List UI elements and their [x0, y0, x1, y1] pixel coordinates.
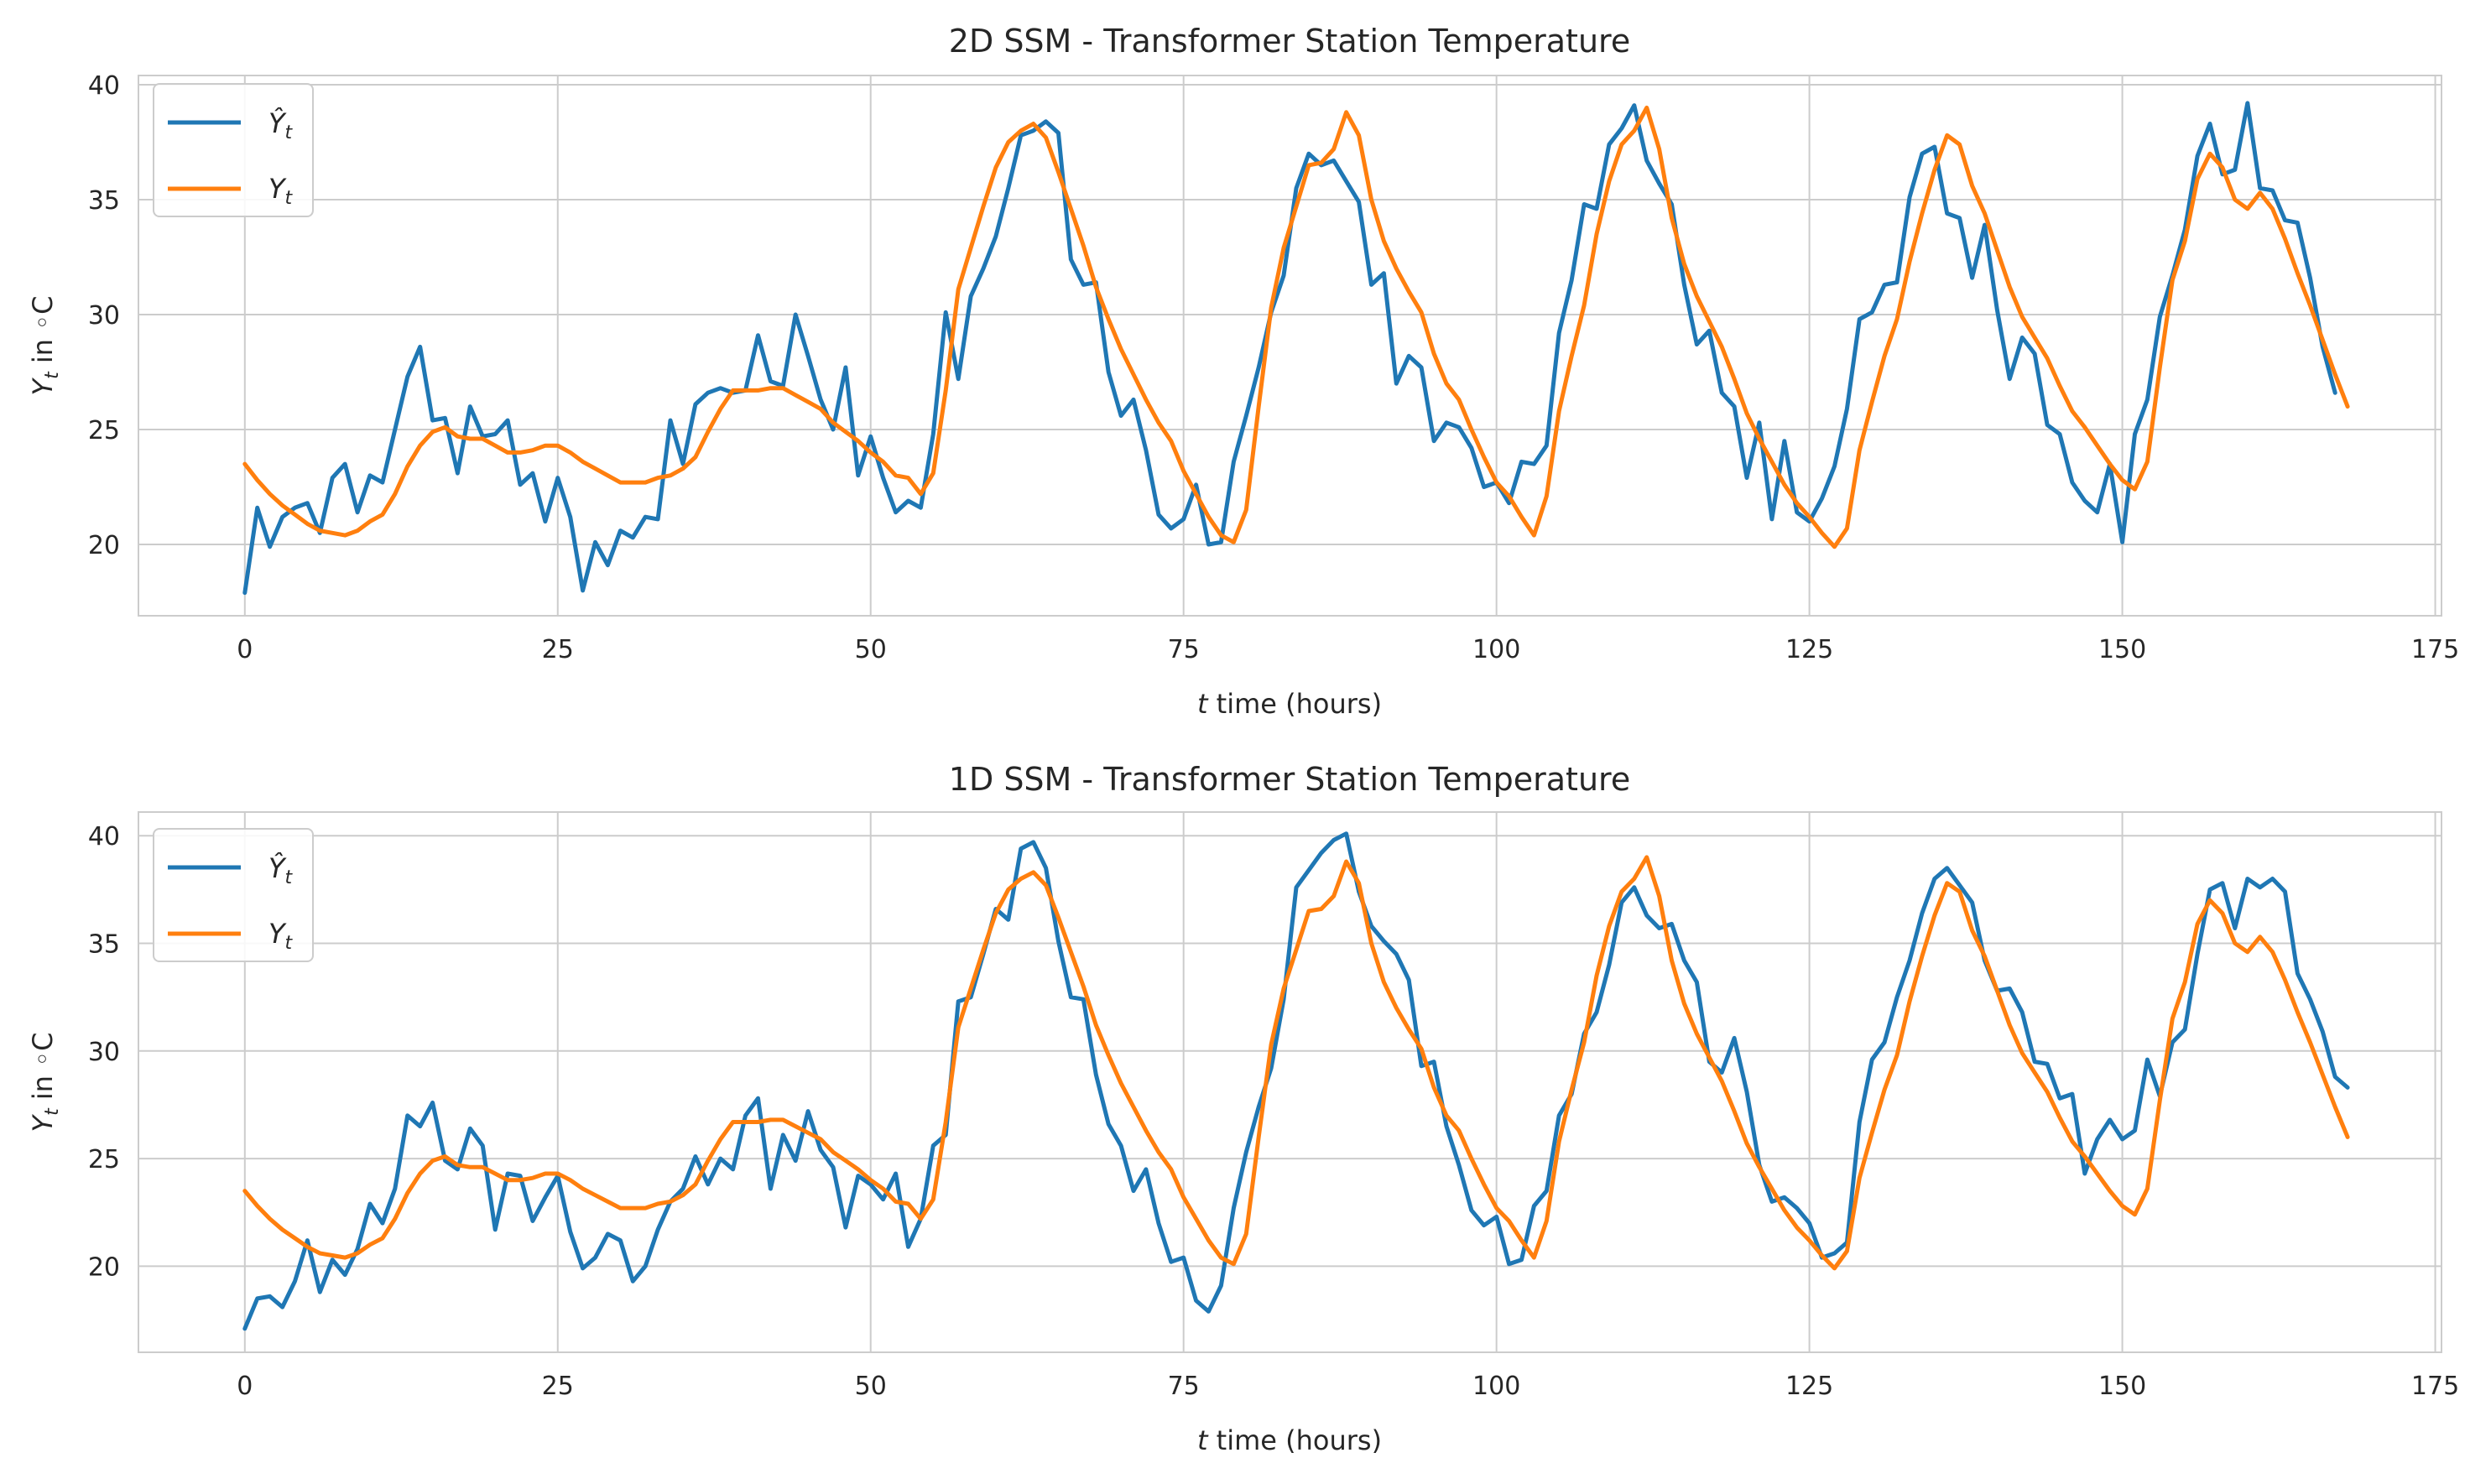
y-tick-label: 20 — [88, 531, 120, 560]
x-tick-label: 100 — [1472, 1372, 1520, 1401]
series-line-y — [242, 105, 2350, 549]
plot-frame — [138, 75, 2442, 617]
x-tick-labels: 0 25 50 75 100 125 150 175 — [237, 1372, 2459, 1401]
y-axis-label: Yt in ◦C — [27, 1033, 63, 1133]
x-tick-label: 0 — [237, 1372, 253, 1401]
x-tick-label: 125 — [1785, 1372, 1833, 1401]
x-tick-label: 50 — [855, 1372, 887, 1401]
x-tick-label: 50 — [855, 635, 887, 664]
y-axis-rest: in ◦C — [27, 1033, 59, 1109]
y-axis-label: Yt in ◦C — [27, 296, 63, 396]
y-tick-label: 35 — [88, 930, 120, 960]
y-tick-label: 25 — [88, 416, 120, 445]
x-tick-label: 25 — [542, 635, 574, 664]
legend-label-y: Yt — [268, 173, 294, 209]
grid — [138, 812, 2441, 1352]
x-axis-var: t — [1197, 1424, 1209, 1456]
y-tick-label: 20 — [88, 1252, 120, 1282]
legend-label-yhat: Ŷt — [268, 852, 294, 888]
legend: Ŷt Yt — [153, 83, 314, 217]
chart-panel-1d: 1D SSM - Transformer Station Temperature… — [27, 761, 2459, 1456]
x-tick-label: 75 — [1168, 1372, 1200, 1401]
y-tick-label: 40 — [88, 71, 120, 101]
x-tick-label: 175 — [2411, 1372, 2459, 1401]
x-tick-label: 150 — [2098, 1372, 2146, 1401]
x-tick-label: 0 — [237, 635, 253, 664]
x-tick-label: 150 — [2098, 635, 2146, 664]
y-axis-sub: t — [42, 1107, 63, 1116]
x-axis-rest: time (hours) — [1207, 1424, 1382, 1456]
chart-title: 2D SSM - Transformer Station Temperature — [949, 23, 1630, 60]
plot-frame — [138, 811, 2442, 1353]
plot-lines — [242, 831, 2350, 1331]
x-axis-label: t time (hours) — [1197, 1424, 1382, 1456]
y-axis-var: Y — [27, 377, 59, 395]
x-tick-label: 75 — [1168, 635, 1200, 664]
legend-label-yhat: Ŷt — [268, 107, 294, 143]
y-axis-sub: t — [42, 371, 63, 379]
x-axis-rest: time (hours) — [1207, 688, 1382, 720]
x-tick-label: 125 — [1785, 635, 1833, 664]
y-tick-label: 35 — [88, 186, 120, 216]
legend-box — [153, 828, 314, 962]
y-tick-labels: 20 25 30 35 40 — [88, 71, 120, 560]
legend-label-y: Yt — [268, 918, 294, 954]
legend-box — [153, 83, 314, 217]
chart-panel-2d: 2D SSM - Transformer Station Temperature… — [27, 23, 2459, 720]
legend: Ŷt Yt — [153, 828, 314, 962]
x-axis-label: t time (hours) — [1197, 688, 1382, 720]
series-line-y — [242, 855, 2350, 1271]
y-tick-labels: 20 25 30 35 40 — [88, 822, 120, 1282]
y-tick-label: 30 — [88, 301, 120, 331]
chart-title: 1D SSM - Transformer Station Temperature — [949, 761, 1630, 798]
y-tick-label: 25 — [88, 1145, 120, 1174]
x-tick-label: 25 — [542, 1372, 574, 1401]
y-axis-var: Y — [27, 1113, 59, 1132]
y-axis-rest: in ◦C — [27, 296, 59, 372]
x-tick-label: 175 — [2411, 635, 2459, 664]
x-tick-labels: 0 25 50 75 100 125 150 175 — [237, 635, 2459, 664]
y-tick-label: 40 — [88, 822, 120, 851]
plot-lines — [242, 101, 2350, 596]
x-tick-label: 100 — [1472, 635, 1520, 664]
x-axis-var: t — [1197, 688, 1209, 720]
grid — [138, 76, 2441, 616]
y-tick-label: 30 — [88, 1038, 120, 1067]
